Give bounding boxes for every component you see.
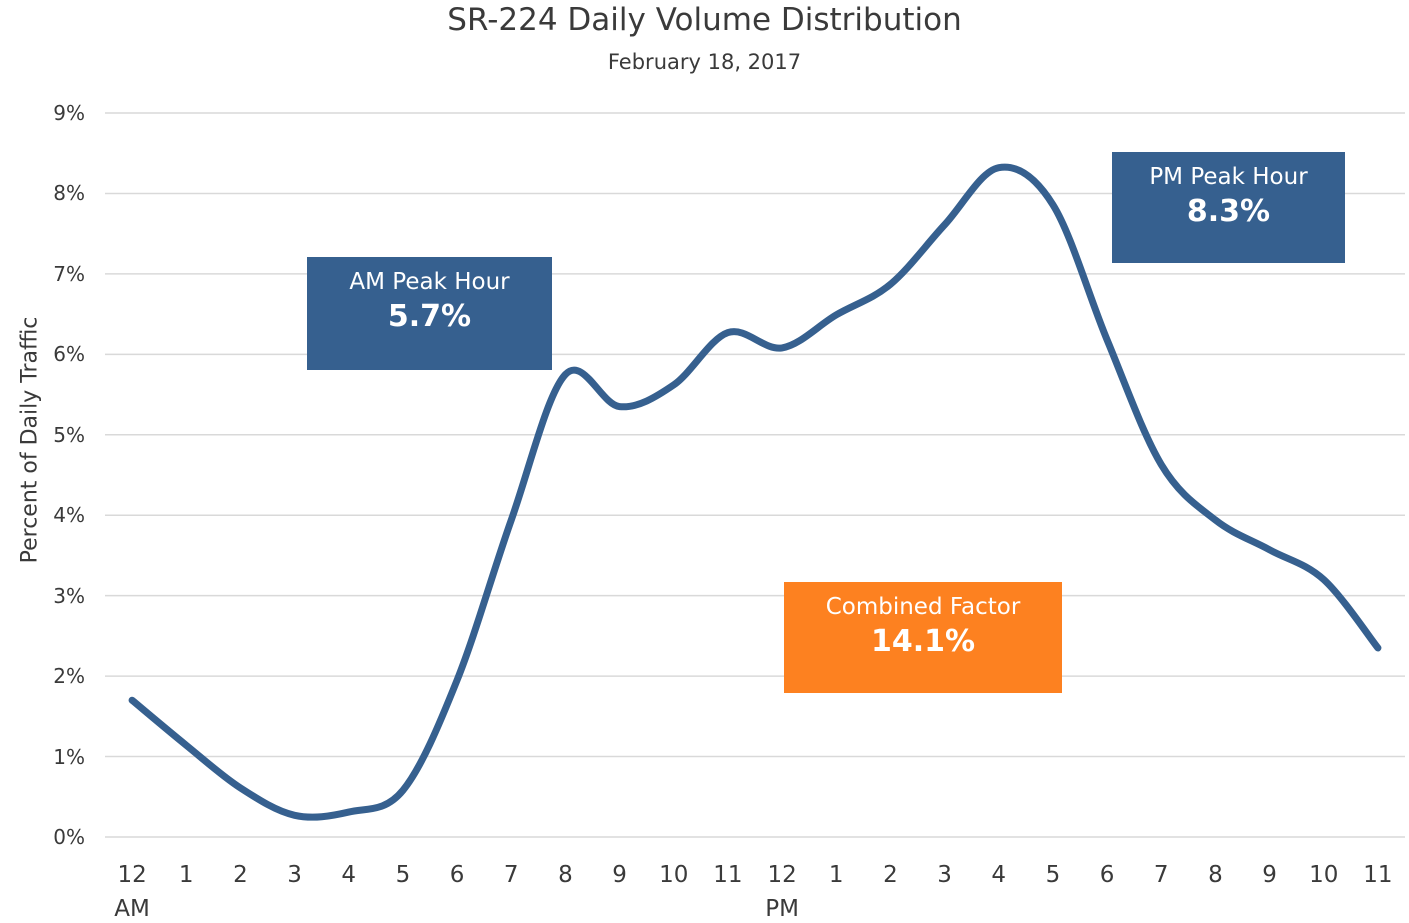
x-tick-label: 3 [287,862,302,888]
y-tick-label: 9% [53,101,85,125]
annotation-title: AM Peak Hour [349,269,510,295]
x-tick-label: 12 PM [765,862,799,922]
y-tick-label: 4% [53,503,85,528]
x-tick-label: 1 [828,862,844,888]
y-tick-label: 5% [53,422,85,447]
x-tick-label: 9 [1262,862,1277,888]
x-tick-label: 10 [1309,862,1339,888]
annotation-title: PM Peak Hour [1149,164,1308,190]
x-tick-label: 7 [1153,862,1169,888]
x-tick-label: 8 [1208,862,1223,888]
x-tick-label: 2 [883,862,898,888]
x-tick-label: 11 [713,862,743,888]
chart-subtitle: February 18, 2017 [607,50,802,74]
annotation-box: AM Peak Hour 5.7% [307,257,552,370]
x-tick-label: 11 [1363,862,1393,888]
x-tick-label: 3 [937,862,952,888]
x-tick-label: 9 [612,862,627,888]
annotation-box: PM Peak Hour 8.3% [1112,152,1345,263]
x-tick-label: 12 AM [114,862,150,922]
annotation-box: Combined Factor 14.1% [784,582,1062,693]
data-line [128,163,1382,821]
x-tick-label: 7 [503,862,519,888]
annotation-value: 14.1% [870,624,976,659]
y-tick-label: 0% [53,825,85,849]
x-tick-label: 6 [1099,862,1115,888]
x-tick-label: 5 [1045,862,1061,888]
y-tick-label: 2% [53,664,85,689]
x-tick-label: 8 [558,862,573,888]
annotation-title: Combined Factor [825,594,1021,620]
y-tick-label: 6% [53,342,85,367]
x-tick-label: 10 [659,862,689,888]
x-tick-label: 5 [395,862,411,888]
y-tick-label: 8% [53,181,85,206]
x-tick-label: 6 [449,862,465,888]
annotation-value: 5.7% [387,299,472,334]
y-tick-label: 7% [53,261,85,286]
x-tick-label: 4 [341,862,357,888]
x-tick-label: 2 [233,862,248,888]
x-tick-label: 1 [178,862,194,888]
chart-title: SR-224 Daily Volume Distribution [447,2,962,38]
x-tick-label: 4 [991,862,1007,888]
y-tick-label: 1% [53,744,85,769]
y-tick-label: 3% [53,583,85,608]
annotation-value: 8.3% [1186,194,1271,229]
